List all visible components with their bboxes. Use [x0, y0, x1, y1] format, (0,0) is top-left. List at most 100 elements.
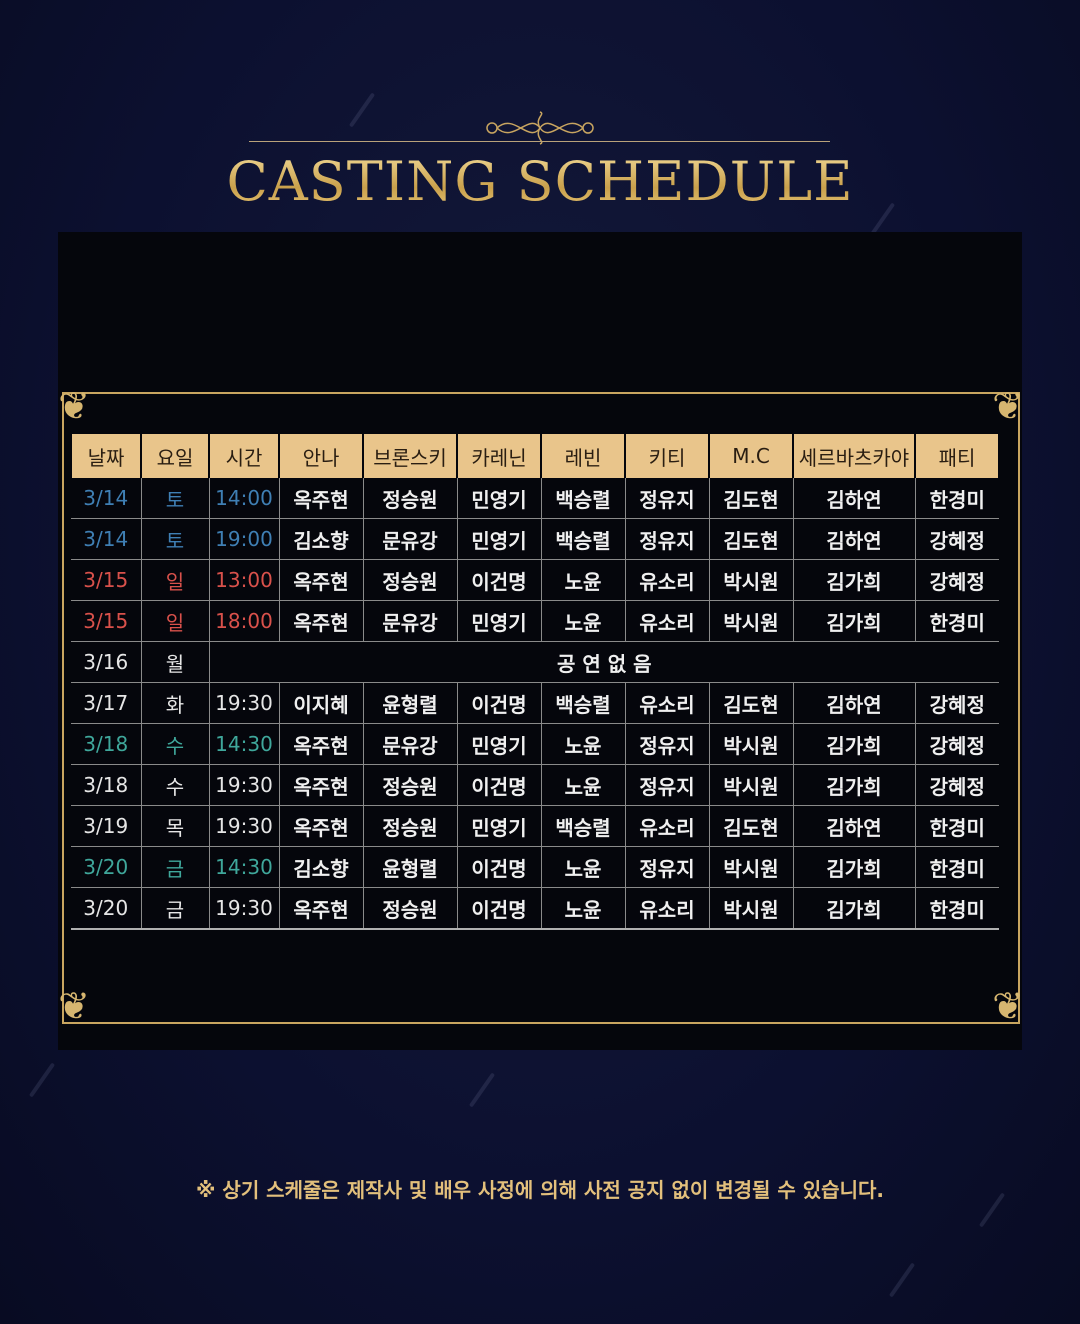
time-cell: 19:30 [208, 682, 280, 724]
cast-cell: 김소향 [278, 518, 364, 560]
table-row: 3/15 일 13:00 옥주현 정승원 이건명 노윤 유소리 박시원 김가희 강혜정 [71, 559, 999, 601]
cast-cell: 백승렬 [540, 518, 626, 560]
cast-cell: 유소리 [624, 600, 710, 642]
cast-cell: 박시원 [708, 846, 794, 888]
cast-cell: 김가희 [792, 764, 916, 806]
column-header: 브론스키 [362, 434, 458, 478]
cast-cell: 강혜정 [914, 723, 999, 765]
date-cell: 3/20 [71, 846, 142, 888]
cast-cell: 김가희 [792, 723, 916, 765]
cast-cell: 김하연 [792, 805, 916, 847]
cast-cell: 이건명 [456, 764, 542, 806]
cast-cell: 김가희 [792, 887, 916, 930]
cast-cell: 박시원 [708, 764, 794, 806]
cast-cell: 이건명 [456, 682, 542, 724]
cast-cell: 정유지 [624, 723, 710, 765]
cast-cell: 박시원 [708, 723, 794, 765]
table-row: 3/14 토 14:00 옥주현 정승원 민영기 백승렬 정유지 김도현 김하연 한경미 [71, 478, 999, 519]
cast-cell: 이지혜 [278, 682, 364, 724]
cast-cell: 한경미 [914, 805, 999, 847]
cast-cell: 노윤 [540, 600, 626, 642]
no-performance-cell: 공 연 없 음 [208, 641, 999, 683]
snow-streak [28, 1062, 56, 1098]
cast-cell: 김도현 [708, 478, 794, 519]
cast-cell: 백승렬 [540, 478, 626, 519]
page-title: CASTING SCHEDULE [0, 150, 1080, 213]
snow-streak [888, 1262, 916, 1298]
weekday-cell: 일 [140, 600, 210, 642]
cast-cell: 정승원 [362, 764, 458, 806]
cast-cell: 김가희 [792, 846, 916, 888]
time-cell: 19:30 [208, 805, 280, 847]
column-header: 레빈 [540, 434, 626, 478]
cast-cell: 김가희 [792, 600, 916, 642]
column-header: M.C [708, 434, 794, 478]
cast-cell: 정유지 [624, 846, 710, 888]
date-cell: 3/17 [71, 682, 142, 724]
cast-cell: 윤형렬 [362, 682, 458, 724]
cast-cell: 김하연 [792, 518, 916, 560]
table-row: 3/19 목 19:30 옥주현 정승원 민영기 백승렬 유소리 김도현 김하연 한경미 [71, 805, 999, 847]
cast-cell: 문유강 [362, 723, 458, 765]
cast-cell: 유소리 [624, 682, 710, 724]
cast-cell: 노윤 [540, 764, 626, 806]
weekday-cell: 목 [140, 805, 210, 847]
time-cell: 19:30 [208, 887, 280, 930]
time-cell: 13:00 [208, 559, 280, 601]
cast-cell: 옥주현 [278, 764, 364, 806]
cast-cell: 한경미 [914, 846, 999, 888]
cast-cell: 옥주현 [278, 559, 364, 601]
cast-cell: 정승원 [362, 559, 458, 601]
time-cell: 14:30 [208, 846, 280, 888]
cast-cell: 옥주현 [278, 600, 364, 642]
snow-streak [468, 1072, 496, 1108]
cast-cell: 김가희 [792, 559, 916, 601]
weekday-cell: 금 [140, 846, 210, 888]
corner-flourish-icon: ❦ [58, 384, 90, 428]
table-row: 3/20 금 19:30 옥주현 정승원 이건명 노윤 유소리 박시원 김가희 한경미 [71, 887, 999, 930]
table-row: 3/18 수 14:30 옥주현 문유강 민영기 노윤 정유지 박시원 김가희 강혜정 [71, 723, 999, 765]
cast-cell: 김하연 [792, 682, 916, 724]
cast-cell: 백승렬 [540, 682, 626, 724]
time-cell: 14:30 [208, 723, 280, 765]
cast-cell: 정승원 [362, 887, 458, 930]
weekday-cell: 월 [140, 641, 210, 683]
cast-cell: 정유지 [624, 764, 710, 806]
cast-cell: 김도현 [708, 805, 794, 847]
time-cell: 18:00 [208, 600, 280, 642]
cast-cell: 문유강 [362, 518, 458, 560]
column-header: 세르바츠카야 [792, 434, 916, 478]
flourish-ornament [486, 111, 594, 145]
cast-cell: 유소리 [624, 559, 710, 601]
gold-frame [62, 392, 1020, 1024]
cast-cell: 민영기 [456, 723, 542, 765]
date-cell: 3/16 [71, 641, 142, 683]
snow-streak [348, 92, 376, 128]
date-cell: 3/18 [71, 723, 142, 765]
cast-cell: 박시원 [708, 887, 794, 930]
cast-cell: 백승렬 [540, 805, 626, 847]
table-row: 3/20 금 14:30 김소향 윤형렬 이건명 노윤 정유지 박시원 김가희 한경미 [71, 846, 999, 888]
cast-cell: 유소리 [624, 887, 710, 930]
column-header: 패티 [914, 434, 1000, 478]
cast-cell: 이건명 [456, 559, 542, 601]
table-row: 3/15 일 18:00 옥주현 문유강 민영기 노윤 유소리 박시원 김가희 한경미 [71, 600, 999, 642]
column-header: 안나 [278, 434, 364, 478]
casting-table: 날짜 요일 시간 안나 브론스키 카레닌 레빈 키티 M.C 세르바츠카야 패티 3/14 토 14:0… [70, 434, 1000, 930]
title-rule-top [249, 141, 830, 142]
cast-cell: 이건명 [456, 846, 542, 888]
weekday-cell: 수 [140, 723, 210, 765]
cast-cell: 강혜정 [914, 559, 999, 601]
date-cell: 3/20 [71, 887, 142, 930]
weekday-cell: 일 [140, 559, 210, 601]
cast-cell: 김도현 [708, 518, 794, 560]
weekday-cell: 화 [140, 682, 210, 724]
cast-cell: 한경미 [914, 887, 999, 930]
weekday-cell: 금 [140, 887, 210, 930]
cast-cell: 김하연 [792, 478, 916, 519]
cast-cell: 옥주현 [278, 723, 364, 765]
corner-flourish-icon: ❦ [992, 984, 1024, 1028]
cast-cell: 김소향 [278, 846, 364, 888]
cast-cell: 윤형렬 [362, 846, 458, 888]
cast-cell: 한경미 [914, 600, 999, 642]
